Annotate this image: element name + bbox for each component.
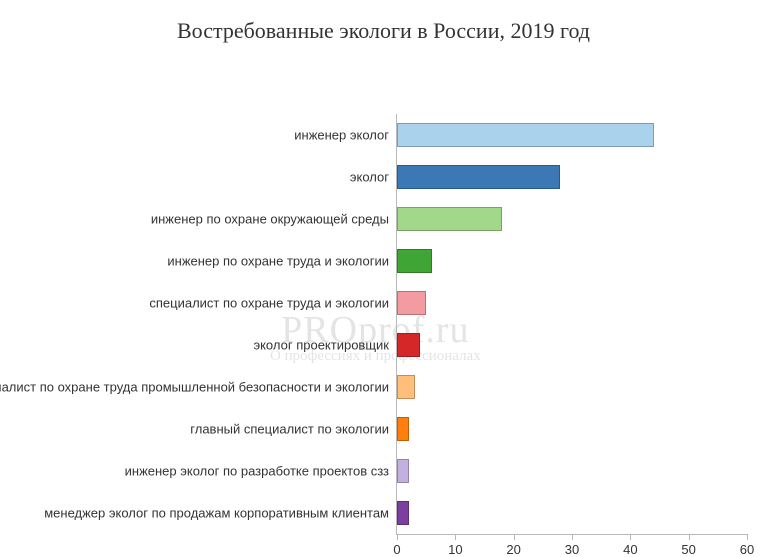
plot-region: Вакансии 0102030405060инженер экологэкол… [396, 114, 747, 535]
bar [397, 123, 654, 147]
bar-label: инженер по охране окружающей среды [151, 212, 397, 227]
bar-label: инженер эколог [294, 128, 397, 143]
bar [397, 207, 502, 231]
x-tick [572, 534, 573, 540]
x-tick-label: 50 [681, 542, 695, 557]
bar-label: эколог [350, 170, 397, 185]
x-tick [630, 534, 631, 540]
x-tick-label: 20 [506, 542, 520, 557]
bar [397, 459, 409, 483]
x-tick-label: 0 [393, 542, 400, 557]
bar [397, 291, 426, 315]
x-tick-label: 30 [565, 542, 579, 557]
bar [397, 165, 560, 189]
bar [397, 501, 409, 525]
x-tick [747, 534, 748, 540]
bar-label: специалист по охране труда и экологии [149, 296, 397, 311]
bar [397, 249, 432, 273]
bar [397, 333, 420, 357]
x-tick [689, 534, 690, 540]
x-tick [397, 534, 398, 540]
bar-label: эколог проектировщик [253, 338, 397, 353]
bar [397, 375, 415, 399]
bar-label: менеджер эколог по продажам корпоративны… [44, 506, 397, 521]
bar-label: инженер эколог по разработке проектов сз… [125, 464, 397, 479]
bar-label: специалист по охране труда промышленной … [0, 380, 397, 395]
bar [397, 417, 409, 441]
x-tick-label: 40 [623, 542, 637, 557]
x-tick [514, 534, 515, 540]
x-tick-label: 60 [740, 542, 754, 557]
x-tick-label: 10 [448, 542, 462, 557]
bar-label: инженер по охране труда и экологии [167, 254, 397, 269]
bar-label: главный специалист по экологии [190, 422, 397, 437]
x-tick [455, 534, 456, 540]
chart-title: Востребованные экологи в России, 2019 го… [0, 18, 767, 44]
